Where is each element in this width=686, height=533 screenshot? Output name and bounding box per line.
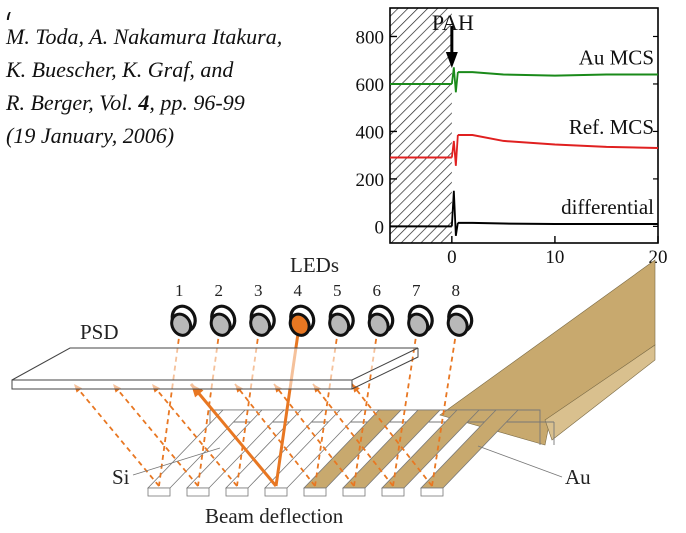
cantilever-tip-5	[303, 487, 327, 497]
led-number-8: 8	[452, 281, 461, 300]
cantilever-tip-6	[342, 487, 366, 497]
gold-support-edge	[544, 344, 656, 441]
led-array: 1 2 3 4 5 6 7 8	[170, 281, 474, 337]
series-label-0: Au MCS	[579, 45, 654, 69]
si-label: Si	[112, 465, 130, 489]
cantilever-tip-8	[420, 487, 444, 497]
led-lens	[209, 312, 232, 337]
citation-volume-line: R. Berger, Vol. 4, pp. 96-99	[6, 86, 336, 119]
led-7	[407, 304, 434, 337]
cantilever-tip-4	[264, 487, 288, 497]
series-line-1	[457, 133, 659, 150]
y-tick-label: 600	[356, 75, 385, 96]
si-leader-line	[132, 447, 221, 476]
citation-pages: , pp. 96-99	[149, 90, 245, 115]
citation-date-line: (19 January, 2006)	[6, 123, 175, 148]
y-tick-label: 400	[356, 122, 385, 143]
citation-volume-prefix: R. Berger, Vol.	[6, 90, 139, 115]
plot-frame	[389, 7, 659, 244]
led-number-4: 4	[294, 281, 303, 300]
led-lens	[328, 312, 351, 337]
cantilever-tip-3	[225, 487, 249, 497]
au-label: Au	[565, 465, 591, 489]
led-lens	[170, 312, 193, 337]
cantilever-array	[147, 409, 519, 497]
led-lens	[407, 312, 430, 337]
citation-partial-line: (	[6, 12, 336, 20]
series-line-2	[457, 221, 658, 226]
reflected-beam-5	[234, 383, 316, 487]
cantilever-tip-7	[381, 487, 405, 497]
beam-arrowhead-8	[352, 384, 360, 393]
citation-volume-number: 4	[138, 90, 150, 115]
led-5	[328, 304, 355, 337]
led-number-6: 6	[373, 281, 382, 300]
led-number-2: 2	[215, 281, 224, 300]
reflected-beam-3	[151, 383, 238, 487]
psd-detector	[11, 347, 419, 390]
cantilever-array-diagram: 1 2 3 4 5 6 7 8 LEDs PSD Si Au Beam deflection	[11, 253, 656, 528]
citation-authors-line2: K. Buescher, K. Graf, and	[6, 57, 234, 82]
led-6	[367, 304, 395, 337]
led-number-3: 3	[254, 281, 263, 300]
series-spike-1	[450, 134, 459, 166]
x-tick-label: 0	[447, 247, 457, 268]
led-number-5: 5	[333, 281, 342, 300]
cantilever-tip-2	[186, 487, 210, 497]
led-8	[446, 304, 474, 337]
reflected-beam-6	[273, 383, 355, 487]
citation-authors-line1: M. Toda, A. Nakamura Itakura,	[6, 24, 283, 49]
led-number-7: 7	[412, 281, 421, 300]
series-line-0	[457, 71, 658, 77]
led-lens	[367, 312, 390, 337]
series-spike-2	[450, 190, 459, 237]
led-number-1: 1	[175, 281, 184, 300]
reflected-beam-2	[112, 383, 199, 487]
reflected-beam-4	[189, 383, 278, 487]
led-lens	[288, 312, 311, 337]
led-lens	[446, 312, 469, 337]
y-tick-label: 800	[356, 27, 385, 48]
led-1	[170, 304, 197, 337]
diagram-caption: Beam deflection	[205, 504, 344, 528]
series-label-1: Ref. MCS	[569, 115, 654, 139]
pah-annotation: PAH	[432, 10, 474, 35]
series-spike-0	[450, 67, 459, 93]
led-lens	[249, 312, 272, 337]
reflected-beam-1	[73, 383, 160, 487]
leds-label: LEDs	[290, 253, 339, 277]
led-3	[249, 304, 276, 337]
pre-injection-hatch	[390, 8, 452, 243]
x-tick-label: 10	[545, 247, 564, 268]
citation-text: ( M. Toda, A. Nakamura Itakura, K. Buesc…	[6, 12, 336, 152]
led-2	[209, 304, 237, 337]
cantilever-tip-1	[147, 487, 171, 497]
pah-arrow-head	[445, 52, 458, 68]
y-tick-label: 0	[375, 217, 385, 238]
psd-label: PSD	[80, 320, 119, 344]
reflected-beam-8	[351, 383, 433, 487]
reflected-beam-7	[312, 383, 394, 487]
au-leader-line	[477, 445, 563, 478]
series-label-2: differential	[561, 195, 654, 219]
y-tick-label: 200	[356, 170, 385, 191]
led-4	[288, 304, 316, 337]
